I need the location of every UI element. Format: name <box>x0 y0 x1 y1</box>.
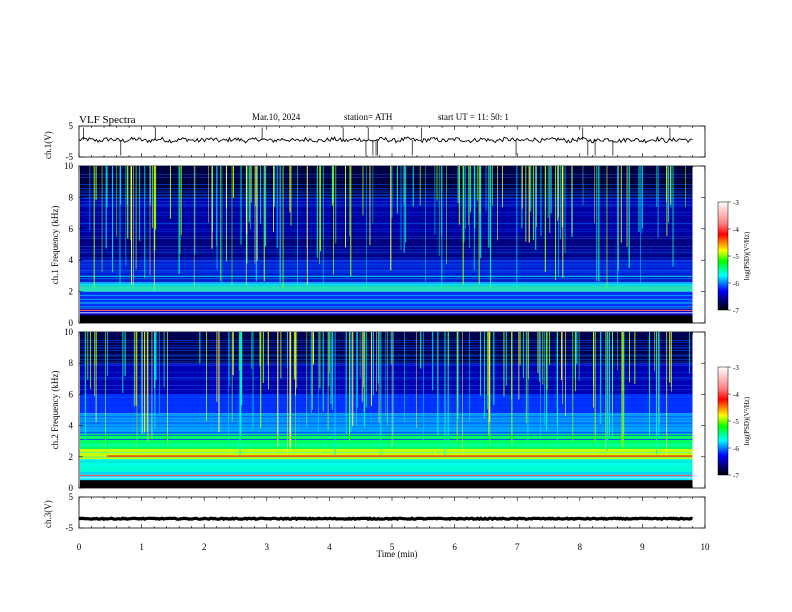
spectrum-band <box>80 166 693 198</box>
colorbar-tick-label: -4 <box>733 391 739 399</box>
x-tick-label: 6 <box>452 542 457 552</box>
colorbar-label: log(PSD)(V²/Hz) <box>743 396 751 445</box>
ch1-waveform-panel: 5 -5 <box>66 121 706 162</box>
colorbar-label: log(PSD)(V²/Hz) <box>743 231 751 280</box>
ch2-colorbar: -3 -4 -5 -6 -7 log(PSD)(V²/Hz) <box>717 364 751 480</box>
x-tick-label: 7 <box>515 542 520 552</box>
y-tick-label: 5 <box>69 121 74 131</box>
ch3-waveform-panel: 5 -50 1 2 3 4 5 6 7 8 9 10 <box>66 492 711 552</box>
x-tick-label: 2 <box>202 542 207 552</box>
y-tick-label: 8 <box>69 358 74 368</box>
x-tick-label: 5 <box>390 542 395 552</box>
y-tick-label: 4 <box>69 421 74 431</box>
spectrum-band <box>80 363 693 395</box>
colorbar-tick-label: -4 <box>733 226 739 234</box>
y-tick-label: 2 <box>69 452 74 462</box>
y-tick-label: 10 <box>64 161 74 171</box>
colorbar-tick-label: -5 <box>733 418 739 426</box>
colorbar-tick-label: -6 <box>733 445 739 453</box>
spectrum-band <box>80 413 693 434</box>
x-tick-label: 3 <box>265 542 270 552</box>
y-tick-label: 4 <box>69 255 74 265</box>
start-time-label: start UT = 11: 50: 1 <box>438 112 509 122</box>
y-tick-label: -5 <box>66 523 74 533</box>
waveform-line <box>78 136 693 144</box>
colorbar-tick-label: -6 <box>733 280 739 288</box>
colorbar-tick-label: -7 <box>733 307 739 315</box>
y-tick-label: 8 <box>69 192 74 202</box>
x-axis-label: Time (min) <box>377 549 418 559</box>
ch1-freq-ylabel: ch.1 Frequency (kHz) <box>50 206 60 285</box>
ch1-ylabel: ch.1(V) <box>43 131 53 159</box>
ch3-ylabel: ch.3(V) <box>43 500 53 528</box>
low-freq-band <box>80 480 693 488</box>
spectrum-band <box>80 197 693 237</box>
ch2-spectrogram-panel: 0 2 4 6 8 10 <box>64 327 706 493</box>
x-tick-label: 4 <box>327 542 332 552</box>
y-tick-label: 0 <box>69 483 74 493</box>
emission-band <box>80 285 693 292</box>
y-tick-label: 10 <box>64 327 74 337</box>
colorbar-tick-label: -3 <box>733 199 739 207</box>
y-tick-label: 6 <box>69 224 74 234</box>
y-tick-label: 2 <box>69 287 74 297</box>
colorbar-gradient <box>717 366 729 476</box>
spectrum-band <box>80 236 693 261</box>
x-tick-label: 8 <box>578 542 583 552</box>
low-freq-band <box>80 315 693 323</box>
x-tick-label: 10 <box>701 542 711 552</box>
y-tick-label: 6 <box>69 389 74 399</box>
x-tick-label: 1 <box>139 542 144 552</box>
y-tick-label: 5 <box>69 492 74 502</box>
ch1-spectrogram-panel: 0 2 4 6 8 10 <box>64 161 706 328</box>
ch1-colorbar: -3 -4 -5 -6 -7 log(PSD)(V²/Hz) <box>717 199 751 315</box>
panel-frame <box>78 496 706 529</box>
spectrum-band <box>80 449 693 460</box>
colorbar-tick-label: -7 <box>733 472 739 480</box>
x-tick-label: 0 <box>77 542 82 552</box>
y-tick-label: -5 <box>66 152 74 162</box>
plot-title: VLF Spectra <box>79 114 136 126</box>
waveform-line <box>78 516 694 522</box>
x-tick-label: 9 <box>640 542 645 552</box>
ch2-freq-ylabel: ch.2 Frequency (kHz) <box>50 371 60 450</box>
colorbar-tick-label: -3 <box>733 364 739 372</box>
colorbar-tick-label: -5 <box>733 253 739 261</box>
y-tick-label: 0 <box>69 318 74 328</box>
colorbar-gradient <box>717 201 729 311</box>
station-label: station= ATH <box>344 112 393 122</box>
date-label: Mar.10, 2024 <box>252 112 301 122</box>
